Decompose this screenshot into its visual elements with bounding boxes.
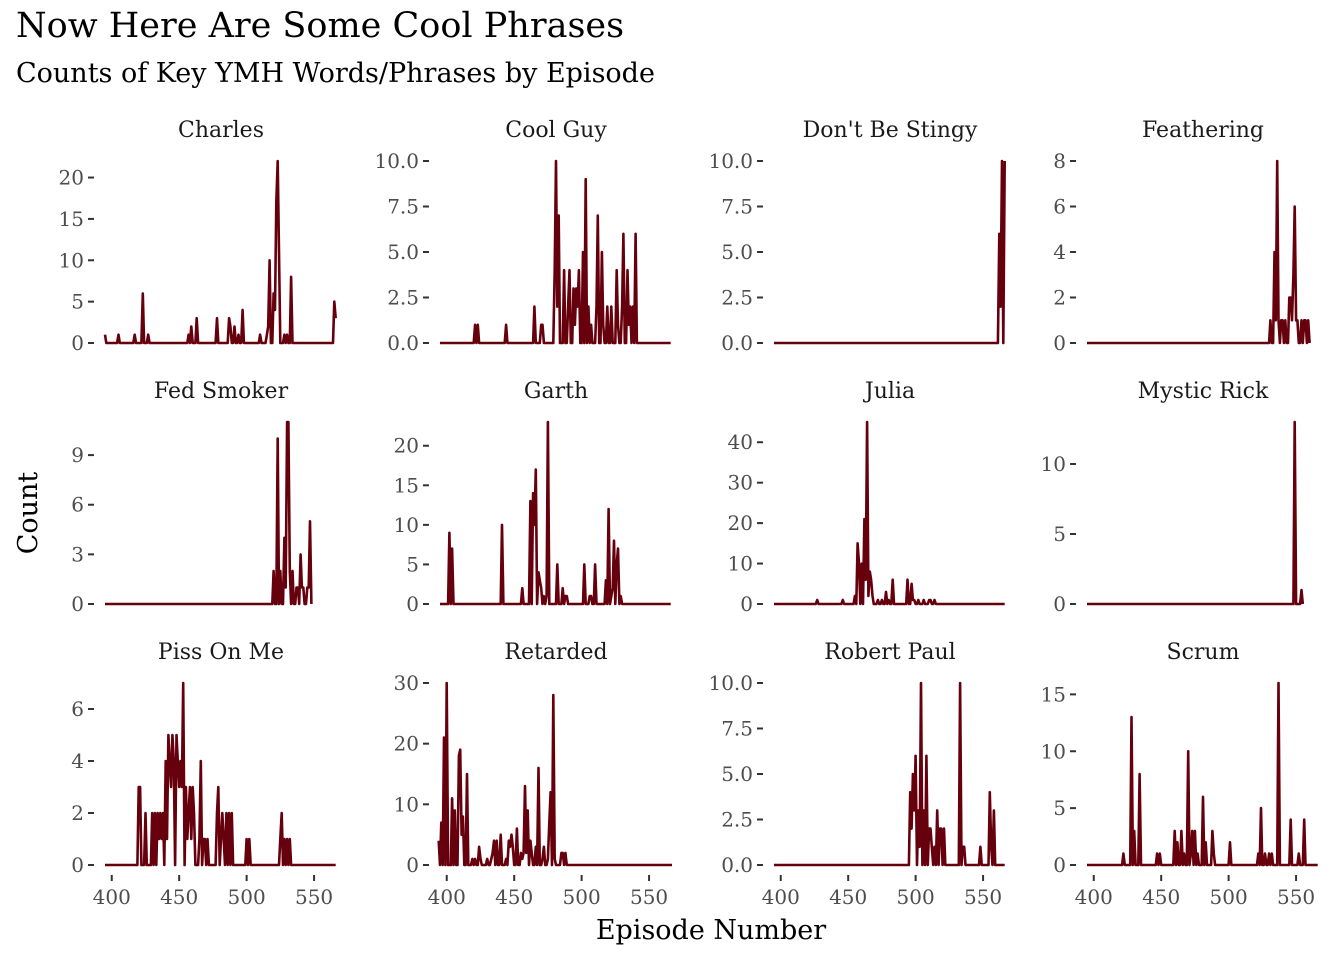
y-tick-label: 2	[71, 801, 84, 825]
panel-title: Mystic Rick	[1138, 379, 1269, 404]
y-tick-label: 0	[71, 592, 84, 616]
x-tick-label: 400	[428, 885, 466, 909]
y-tick-label: 0.0	[721, 853, 753, 877]
panel-title: Julia	[863, 379, 915, 404]
y-tick-label: 0	[71, 853, 84, 877]
x-tick-label: 400	[762, 885, 800, 909]
panel-title: Charles	[178, 118, 264, 143]
y-tick-label: 5	[71, 290, 84, 314]
panel-title: Feathering	[1142, 118, 1264, 143]
y-tick-label: 2.5	[387, 286, 419, 310]
x-tick-label: 400	[1075, 885, 1113, 909]
y-tick-label: 6	[71, 697, 84, 721]
series-line-retarded	[437, 681, 673, 867]
x-tick-label: 450	[495, 885, 533, 909]
series-line-charles	[103, 159, 337, 345]
series-line-robert-paul	[773, 681, 1005, 867]
y-tick-label: 2	[1053, 286, 1066, 310]
x-tick-label: 400	[93, 885, 131, 909]
y-tick-label: 10.0	[708, 149, 753, 173]
y-tick-label: 0	[406, 592, 419, 616]
series-line-scrum	[1087, 681, 1318, 867]
y-tick-label: 2.5	[721, 808, 753, 832]
x-tick-label: 550	[630, 885, 668, 909]
x-tick-label: 450	[829, 885, 867, 909]
panel-title: Don't Be Stingy	[803, 118, 978, 143]
y-tick-label: 0	[1053, 331, 1066, 355]
y-tick-label: 9	[71, 443, 84, 467]
y-tick-label: 8	[1053, 149, 1066, 173]
y-tick-label: 2.5	[721, 286, 753, 310]
series-line-julia	[773, 420, 1005, 606]
panel-title: Cool Guy	[505, 118, 607, 143]
x-tick-label: 550	[1277, 885, 1315, 909]
x-axis-title: Episode Number	[596, 915, 826, 946]
y-axis-title: Count	[13, 472, 44, 555]
y-tick-label: 10	[728, 552, 753, 576]
y-tick-label: 10	[59, 248, 84, 272]
y-tick-label: 0	[1053, 853, 1066, 877]
y-tick-label: 5.0	[721, 762, 753, 786]
y-tick-label: 4	[1053, 240, 1066, 264]
y-tick-label: 0.0	[721, 331, 753, 355]
y-tick-label: 10	[1041, 452, 1066, 476]
x-tick-label: 550	[964, 885, 1002, 909]
y-tick-label: 40	[728, 430, 753, 454]
y-tick-label: 7.5	[721, 195, 753, 219]
y-tick-label: 30	[728, 471, 753, 495]
series-line-piss-on-me	[105, 681, 336, 867]
y-tick-label: 7.5	[721, 717, 753, 741]
x-tick-label: 550	[295, 885, 333, 909]
x-tick-label: 500	[563, 885, 601, 909]
panel-title: Retarded	[504, 640, 607, 665]
y-tick-label: 6	[1053, 195, 1066, 219]
panel-title: Garth	[524, 379, 588, 404]
y-tick-label: 0	[406, 853, 419, 877]
panel-title: Piss On Me	[158, 640, 284, 665]
y-tick-label: 15	[1041, 682, 1066, 706]
y-tick-label: 10.0	[374, 149, 419, 173]
y-tick-label: 10	[1041, 739, 1066, 763]
y-tick-label: 0	[1053, 592, 1066, 616]
panel-title: Scrum	[1167, 640, 1240, 665]
y-tick-label: 20	[728, 511, 753, 535]
panel-title: Fed Smoker	[154, 379, 289, 404]
series-line-cool-guy	[439, 159, 671, 345]
y-tick-label: 5	[406, 552, 419, 576]
chart-title: Now Here Are Some Cool Phrases	[16, 6, 625, 46]
y-tick-label: 5.0	[387, 240, 419, 264]
y-tick-label: 15	[59, 207, 84, 231]
series-line-mystic-rick	[1087, 420, 1305, 606]
y-tick-label: 6	[71, 493, 84, 517]
y-tick-label: 10	[394, 513, 419, 537]
y-tick-label: 20	[394, 732, 419, 756]
x-tick-label: 450	[160, 885, 198, 909]
x-tick-label: 450	[1142, 885, 1180, 909]
series-line-feathering	[1087, 159, 1311, 345]
series-line-garth	[439, 420, 671, 606]
y-tick-label: 20	[394, 434, 419, 458]
y-tick-label: 0.0	[387, 331, 419, 355]
panel-title: Robert Paul	[824, 640, 955, 665]
y-tick-label: 10	[394, 792, 419, 816]
x-tick-label: 500	[897, 885, 935, 909]
y-tick-label: 4	[71, 749, 84, 773]
y-tick-label: 5.0	[721, 240, 753, 264]
series-line-fed-smoker	[105, 420, 313, 606]
y-tick-label: 0	[71, 331, 84, 355]
y-tick-label: 10.0	[708, 671, 753, 695]
y-tick-label: 0	[740, 592, 753, 616]
y-tick-label: 5	[1053, 796, 1066, 820]
y-tick-label: 5	[1053, 522, 1066, 546]
series-line-don-t-be-stingy	[773, 159, 1006, 345]
chart-subtitle: Counts of Key YMH Words/Phrases by Episo…	[16, 58, 655, 89]
y-tick-label: 7.5	[387, 195, 419, 219]
x-tick-label: 500	[228, 885, 266, 909]
x-tick-label: 500	[1210, 885, 1248, 909]
y-tick-label: 30	[394, 671, 419, 695]
y-tick-label: 20	[59, 166, 84, 190]
y-tick-label: 3	[71, 542, 84, 566]
y-tick-label: 15	[394, 473, 419, 497]
